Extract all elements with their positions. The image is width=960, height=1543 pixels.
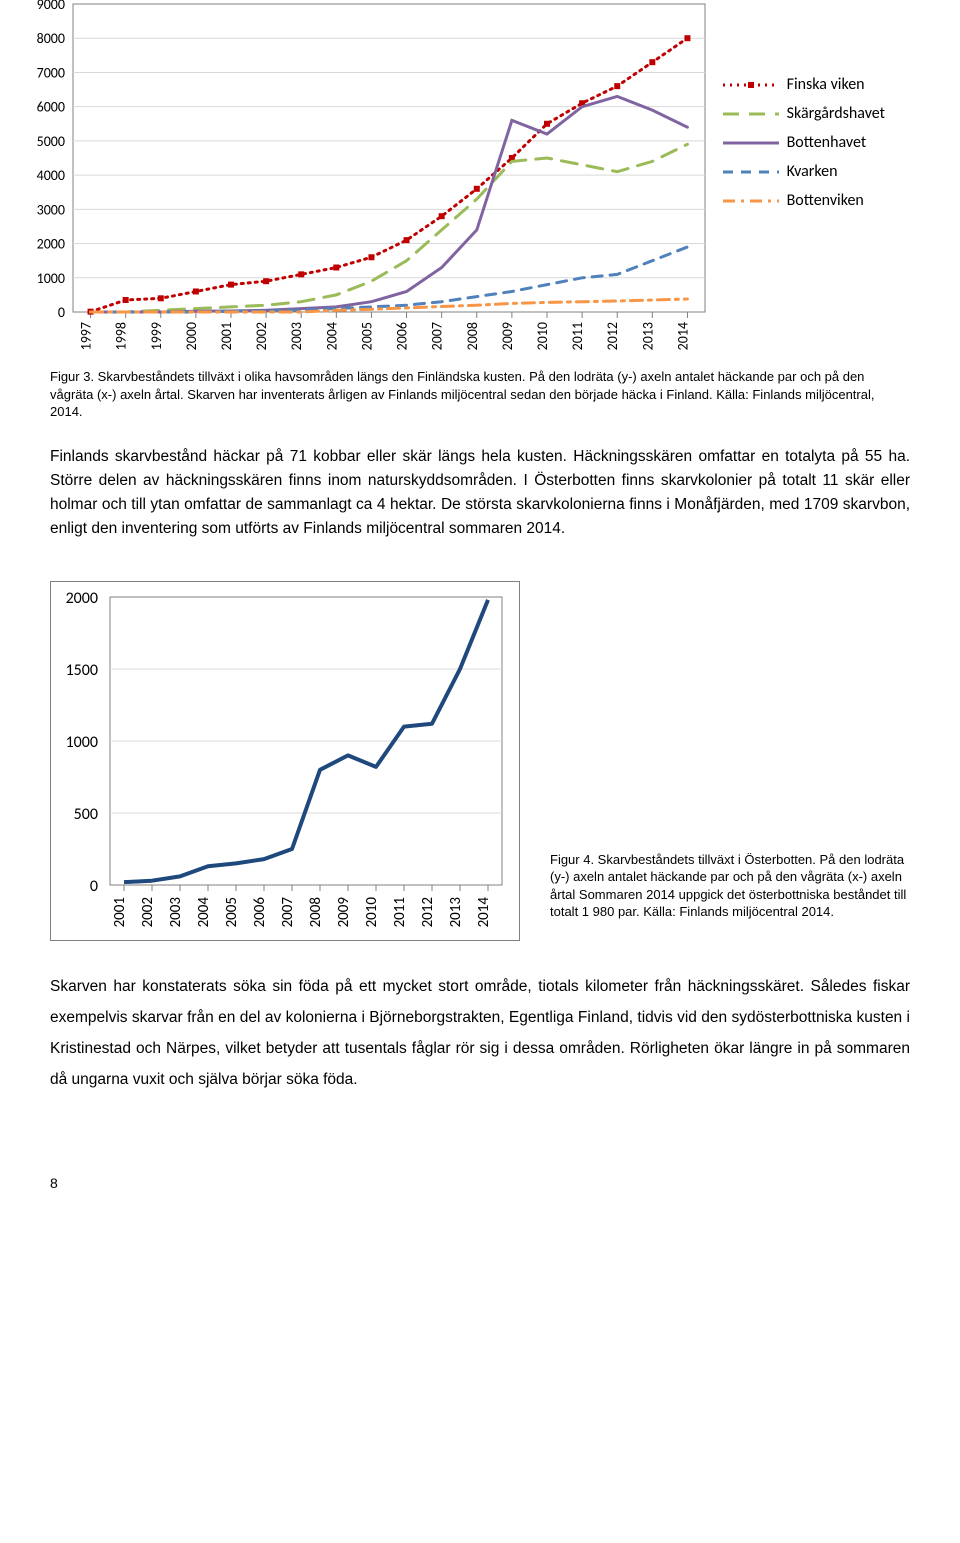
svg-text:2001: 2001	[111, 897, 129, 927]
svg-text:2007: 2007	[429, 322, 446, 350]
svg-text:7000: 7000	[37, 64, 65, 81]
chart-figure-4-block: 0 500 1000 1500 2000 2001 2002 2003 2004 2005 2006…	[50, 581, 910, 941]
svg-text:2004: 2004	[323, 322, 340, 350]
caption-figure-3: Figur 3. Skarvbeståndets tillväxt i olik…	[50, 368, 910, 421]
svg-text:1000: 1000	[66, 733, 98, 752]
svg-text:2011: 2011	[391, 897, 409, 927]
svg-text:1500: 1500	[66, 661, 98, 680]
body-paragraph-2: Skarven har konstaterats söka sin föda p…	[50, 971, 910, 1095]
chart-figure-3: 0 1000 2000 3000 4000 5000 6000 7000 8000 9000 199…	[25, 0, 885, 356]
svg-text:2011: 2011	[569, 322, 586, 350]
svg-text:2005: 2005	[223, 897, 241, 927]
svg-text:2010: 2010	[534, 322, 551, 350]
svg-text:9000: 9000	[37, 0, 65, 13]
svg-text:2006: 2006	[394, 322, 411, 350]
svg-text:2014: 2014	[475, 896, 493, 927]
svg-text:2013: 2013	[447, 896, 465, 927]
svg-text:0: 0	[90, 877, 98, 896]
svg-text:5000: 5000	[37, 133, 65, 150]
svg-text:2007: 2007	[279, 896, 297, 927]
svg-text:1000: 1000	[37, 270, 65, 287]
legend-label: Bottenhavet	[787, 133, 867, 152]
svg-text:2014: 2014	[674, 322, 691, 350]
svg-text:2008: 2008	[464, 322, 481, 350]
svg-text:2005: 2005	[358, 322, 375, 350]
legend-item: Skärgårdshavet	[723, 104, 885, 123]
legend-label: Skärgårdshavet	[787, 104, 885, 123]
legend-item: Bottenviken	[723, 191, 885, 210]
svg-text:1998: 1998	[113, 322, 130, 350]
legend-item: Bottenhavet	[723, 133, 885, 152]
svg-text:2013: 2013	[639, 322, 656, 350]
chart-figure-4: 0 500 1000 1500 2000 2001 2002 2003 2004 2005 2006…	[50, 581, 520, 941]
svg-text:2008: 2008	[307, 897, 325, 927]
svg-text:1999: 1999	[148, 322, 165, 350]
legend-item: Kvarken	[723, 162, 885, 181]
svg-text:2003: 2003	[288, 322, 305, 350]
svg-text:2001: 2001	[218, 322, 235, 350]
svg-text:2003: 2003	[167, 896, 185, 927]
svg-text:2009: 2009	[499, 322, 516, 350]
page-number: 8	[50, 1175, 910, 1191]
svg-text:4000: 4000	[37, 167, 65, 184]
svg-text:2000: 2000	[183, 322, 200, 350]
svg-text:3000: 3000	[37, 201, 65, 218]
svg-text:2000: 2000	[66, 589, 98, 608]
legend-label: Finska viken	[787, 75, 865, 94]
svg-text:2010: 2010	[363, 896, 381, 927]
caption-figure-4: Figur 4. Skarvbeståndets tillväxt i Öste…	[550, 851, 910, 941]
svg-text:500: 500	[74, 805, 98, 824]
svg-text:2009: 2009	[335, 896, 353, 927]
svg-text:2000: 2000	[37, 236, 65, 253]
svg-text:6000: 6000	[37, 99, 65, 116]
svg-text:2012: 2012	[419, 897, 437, 927]
body-paragraph-1: Finlands skarvbestånd häckar på 71 kobba…	[50, 445, 910, 541]
svg-text:1997: 1997	[78, 322, 95, 350]
svg-text:2006: 2006	[251, 896, 269, 927]
svg-text:2012: 2012	[604, 322, 621, 350]
chart2-svg: 0 500 1000 1500 2000 2001 2002 2003 2004 2005 2006…	[50, 581, 520, 941]
svg-text:0: 0	[58, 304, 65, 321]
svg-text:2004: 2004	[195, 896, 213, 927]
legend-item: Finska viken	[723, 75, 885, 94]
svg-text:8000: 8000	[37, 30, 65, 47]
legend-label: Bottenviken	[787, 191, 864, 210]
svg-text:2002: 2002	[253, 322, 270, 350]
svg-text:2002: 2002	[139, 897, 157, 927]
legend-label: Kvarken	[787, 162, 838, 181]
chart1-legend: Finska viken Skärgårdshavet Bottenhavet Kva…	[723, 75, 885, 220]
